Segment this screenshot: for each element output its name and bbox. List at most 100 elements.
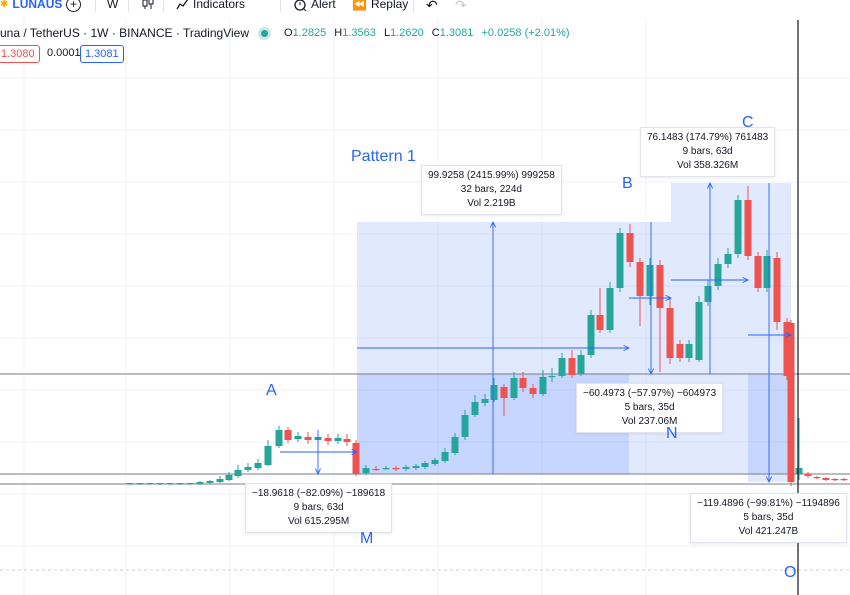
wave-label-c: C [742, 114, 754, 131]
measure-price-change: 76.1483 (174.79%) 761483 [647, 132, 769, 143]
candle-body [500, 387, 508, 398]
replay-button[interactable]: ⏪ Replay [352, 0, 408, 11]
measure-volume: Vol 358.326M [677, 160, 739, 171]
arrow-head [742, 276, 750, 284]
undo-icon: ↶ [426, 0, 438, 13]
buy-price-button[interactable]: 1.3081 [80, 45, 124, 63]
replay-label: Replay [370, 0, 409, 11]
candle-body [196, 482, 204, 484]
candle-body [412, 466, 420, 468]
plus-circle-icon: + [66, 0, 81, 12]
candle-body [787, 323, 795, 482]
measure-bars: 9 bars, 63d [293, 502, 344, 513]
candle-body [754, 256, 762, 288]
candle [334, 434, 342, 444]
candle [176, 483, 184, 485]
candle [773, 252, 781, 330]
redo-icon: ↷ [455, 0, 467, 13]
candle-body [156, 483, 164, 485]
wave-label-b: B [622, 175, 633, 192]
candle-body [166, 483, 174, 485]
candle-body [656, 265, 664, 308]
indicators-icon [176, 0, 189, 10]
candle-body [510, 378, 518, 398]
candle [831, 478, 839, 481]
ohlc-open-label: O [284, 27, 293, 39]
candle-body [304, 437, 312, 440]
measure-bars: 32 bars, 224d [460, 184, 522, 195]
compare-button[interactable]: + [66, 0, 81, 12]
candle-body [783, 322, 791, 376]
candle [754, 252, 762, 292]
candle-body [666, 308, 674, 358]
candle-body [714, 264, 722, 286]
symbol-search[interactable]: ✱ LUNAUS [0, 0, 62, 11]
interval-label: W [107, 0, 119, 11]
measure-volume: Vol 615.295M [288, 516, 350, 527]
candle-body [596, 315, 604, 330]
sell-price-button[interactable]: 1.3080 [0, 45, 40, 63]
candle [813, 476, 821, 479]
candle [596, 288, 604, 333]
candle-body [646, 265, 654, 296]
candle-body [372, 469, 380, 471]
candle-body [813, 477, 821, 479]
candle-body [831, 479, 839, 481]
candle [412, 464, 420, 470]
indicators-button[interactable]: Indicators [176, 0, 245, 11]
candle [264, 440, 272, 466]
measure-volume: Vol 421.247B [738, 526, 799, 537]
candle [362, 465, 370, 475]
candle [529, 384, 537, 398]
candle [156, 483, 164, 485]
measure-zone [357, 374, 791, 474]
candle-body [186, 483, 194, 485]
measure-arrows [280, 181, 793, 484]
measure-price-change: 99.9258 (2415.99%) 999258 [428, 170, 555, 181]
candle [284, 427, 292, 443]
spread-value: 0.0001 [47, 47, 81, 59]
candle [441, 448, 449, 463]
candle [539, 370, 547, 396]
candle [744, 186, 752, 260]
alert-button[interactable]: Alert [293, 0, 336, 11]
candle-body [519, 378, 527, 388]
wave-label-m: M [360, 530, 374, 547]
candle-body [763, 256, 771, 288]
redo-button[interactable]: ↷ [455, 0, 467, 14]
measure-bars: 5 bars, 35d [743, 512, 794, 523]
candle [656, 260, 664, 372]
candle [734, 195, 742, 258]
candle [666, 298, 674, 364]
candle [206, 480, 214, 484]
measure-price-change: −60.4973 (−57.97%) −604973 [583, 388, 717, 399]
candle [186, 483, 194, 485]
candle-body [529, 388, 537, 394]
candle-body [548, 376, 556, 378]
candle-body [294, 436, 302, 439]
interval-button[interactable]: W [107, 0, 118, 11]
arrow-head [665, 294, 673, 302]
measure-zone [671, 183, 791, 374]
chart-type-button[interactable] [142, 0, 154, 9]
candle-body [568, 358, 576, 375]
candle-body [490, 385, 498, 400]
candle-body [616, 233, 624, 288]
candle [451, 433, 459, 455]
candle [196, 481, 204, 485]
candle [421, 461, 429, 469]
candle [763, 250, 771, 292]
measure-zone [748, 374, 791, 482]
measure-tooltip-o: −119.4896 (−99.81%) −1194896 5 bars, 35d… [690, 493, 847, 543]
candle [783, 318, 791, 380]
candle [568, 350, 576, 378]
candle-body [421, 463, 429, 467]
candle [244, 463, 252, 472]
ohlc-high-label: H [334, 27, 343, 39]
top-toolbar: ✱ LUNAUS + W Indicators Alert ⏪ Replay ↶… [0, 0, 850, 18]
arrow-head [623, 344, 631, 352]
candle [136, 483, 144, 485]
candle-body [822, 478, 830, 480]
undo-button[interactable]: ↶ [426, 0, 438, 14]
ohlc-close-value: 1.3081 [439, 27, 474, 39]
